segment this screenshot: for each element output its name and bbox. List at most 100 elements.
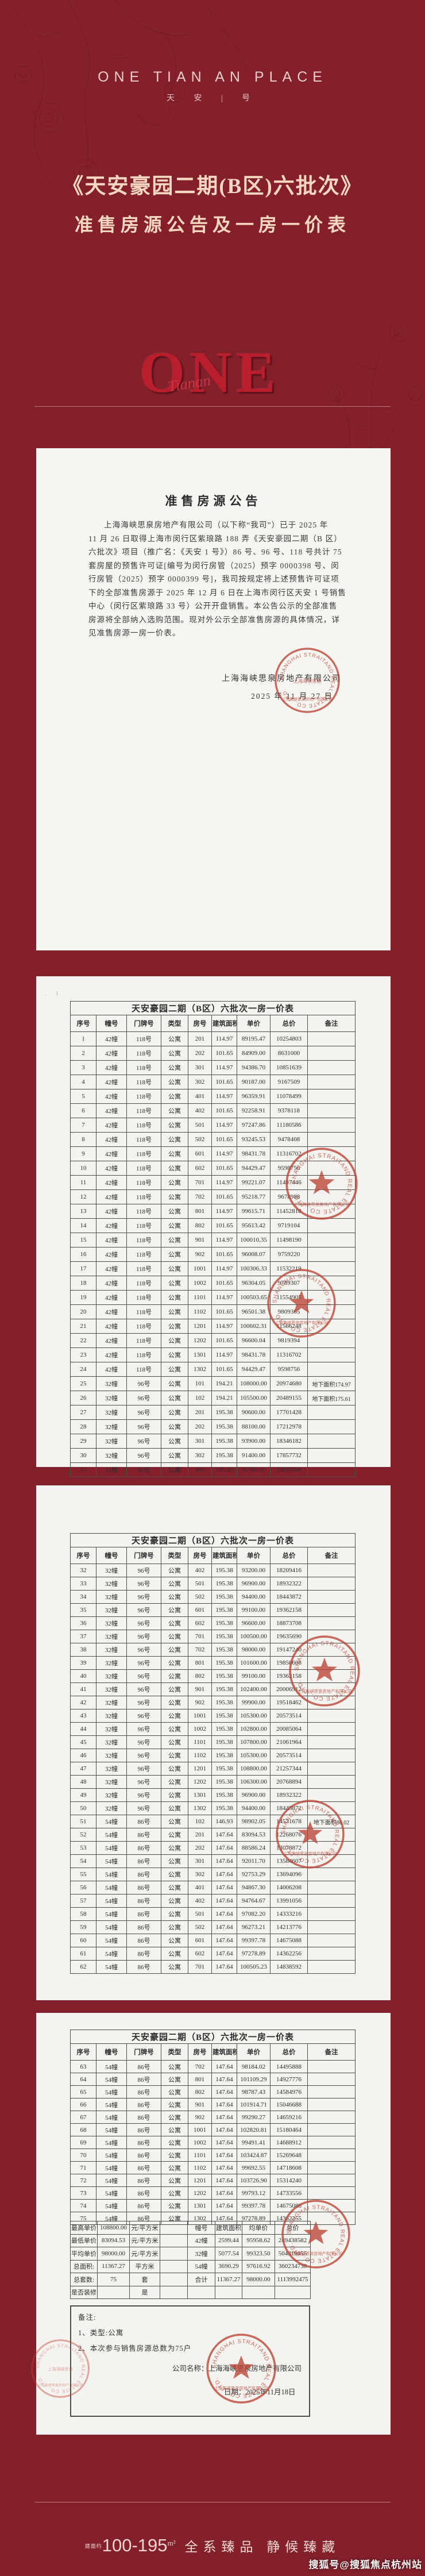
summary-row: 最低单价 83094.53 元/平方米 42幢 2599.44 95958.62 24943… xyxy=(70,2234,311,2247)
price-table-row: 69 54幢 86号 公寓 1002 147.64 99491.41 14688912 xyxy=(70,2136,356,2149)
price-table-row: 61 54幢 86号 公寓 602 147.64 97278.89 14362256 xyxy=(70,1947,356,1961)
remark-date-line: 日期：2025年11月18日 xyxy=(224,2388,296,2396)
company-seal: SHANGHAI STRAITAND REAL ESTATE CO., LTD.… xyxy=(289,1635,360,1707)
announcement-line: 上海海峡思泉房地产有限公司（以下称“我司”）已于 2025 年 xyxy=(104,521,329,529)
summary-row: 平均单价 98000.00 元/平方米 32幢 5077.54 99323.50 50431… xyxy=(70,2247,311,2261)
price-table-row: 21 42幢 118号 公寓 1201 114.97 100602.31 11566248 xyxy=(70,1319,356,1334)
poster-title-line1: 《天安豪园二期(B区)六批次》 xyxy=(62,175,363,198)
footer-area-prefix: 建面约 xyxy=(84,2543,102,2549)
price-table-row: 71 54幢 86号 公寓 1102 147.64 99692.55 14718608 xyxy=(70,2161,356,2174)
announcement-line: 见准售房源一房一价表。 xyxy=(88,629,181,637)
price-table-row: 67 54幢 86号 公寓 902 147.64 99290.27 14659216 xyxy=(70,2111,356,2124)
price-table-row: 31 32幢 96号 公寓 401 195.38 95700.00 18697866 xyxy=(70,1462,356,1477)
price-table-row: 40 32幢 96号 公寓 802 195.38 99100.00 19362158 xyxy=(70,1669,356,1683)
summary-row: 总套数: 75 套合计 11367.27 98000.00 1113992475 xyxy=(70,2273,311,2286)
announcement-line: 中心（闵行区紫琅路 33 号）公开开盘销售。本公告公示的全部准售 xyxy=(88,602,338,610)
price-table-row: 26 32幢 96号 公寓 102 194.21 105500.00 20489155 地下面积… xyxy=(70,1391,356,1406)
floral-sketch-right xyxy=(327,322,423,460)
footer-slogan-text: 全系臻品 静候臻藏 xyxy=(184,2540,341,2554)
price-table-page-3-image[interactable]: 天安豪园二期（B区）六批次一房一价表 序号 幢号 门牌号 类型 房号 建筑面积 单价 总价 备注 6… xyxy=(36,2013,391,2435)
price-table-row: 32 32幢 96号 公寓 402 195.38 93200.00 18209416 xyxy=(70,1564,356,1577)
price-table-row: 6 42幢 118号 公寓 402 101.65 92258.91 9378118 xyxy=(70,1103,356,1118)
announcement-line: 套房屋的预售许可证[编号为闵行房管（2025）预字 0000398 号、闵 xyxy=(88,561,339,570)
price-summary-table: 最高单价 108800.00 元/平方米 幢号 建筑面积 均单价 总价 最低单价 83094.5… xyxy=(70,2221,311,2299)
price-table-row: 59 54幢 86号 公寓 502 147.64 96273.21 14213776 xyxy=(70,1920,356,1934)
price-table-row: 56 54幢 86号 公寓 401 147.64 94867.30 14006208 xyxy=(70,1881,356,1895)
price-table-row: 44 32幢 96号 公寓 1002 195.38 102800.00 20085064 xyxy=(70,1722,356,1736)
price-table-row: 27 32幢 96号 公寓 201 195.38 90600.00 17701428 xyxy=(70,1405,356,1420)
price-table-row: 19 42幢 118号 公寓 1101 114.97 100503.65 11554905 xyxy=(70,1290,356,1305)
price-table-title: 天安豪园二期（B区）六批次一房一价表 xyxy=(69,1533,356,1547)
price-table-page-1-image[interactable]: . 1 天安豪园二期（B区）六批次一房一价表 序号 幢号 门牌号 类型 房号 建筑面积 单价总… xyxy=(36,976,391,1477)
company-seal: SHANGHAI STRAITAND REAL ESTATE CO., LTD.… xyxy=(285,1148,358,1220)
price-table-row: 30 32幢 96号 公寓 302 195.38 91400.00 17857732 xyxy=(70,1448,356,1463)
remark-line: 备注: xyxy=(78,2313,96,2321)
company-seal: SHANGHAI STRAITAND REAL ESTATE CO., LTD.… xyxy=(206,2334,276,2404)
price-table-header: 序号 幢号 门牌号 类型 房号 建筑面积 单价 总价 备注 xyxy=(70,1547,356,1564)
announcement-line: 行房管（2025）预字 0000399 号]，我司按规定将上述预售许可证项 xyxy=(88,575,339,583)
svg-text:上海海峡思泉房地产有限公司: 上海海峡思泉房地产有限公司 xyxy=(297,1689,351,1694)
company-seal: SHANGHAI STRAITAND REAL ESTATE CO., LTD.… xyxy=(267,1269,336,1338)
poster-title-line2: 准售房源公告及一房一价表 xyxy=(74,214,350,235)
brand-logo-english: ONE TIAN AN PLACE xyxy=(98,69,327,85)
hero-divider-line xyxy=(34,406,391,407)
svg-text:上海海峡思泉房地产有限公司: 上海海峡思泉房地产有限公司 xyxy=(38,2383,83,2388)
announcement-body: 上海海峡思泉房地产有限公司（以下称“我司”）已于 2025 年 11 月 26 日… xyxy=(88,518,350,640)
announcement-line: 11 月 26 日取得上海市闵行区紫琅路 188 弄《天安豪园二期（B 区） xyxy=(88,534,342,543)
svg-text:上海海峡思泉房地产有限公司: 上海海峡思泉房地产有限公司 xyxy=(289,2251,342,2257)
svg-text:上海海峡思泉房地产有限公司: 上海海峡思泉房地产有限公司 xyxy=(284,1851,337,1857)
price-table-row: 11 42幢 118号 公寓 701 114.97 99221.07 11407446 xyxy=(70,1175,356,1190)
price-table-row: 5 42幢 118号 公寓 401 114.97 96359.91 11078499 xyxy=(70,1089,356,1104)
company-seal: SHANGHAI STRAITAND REAL ESTATE CO., LTD.… xyxy=(276,1800,345,1869)
footer-slogan: 建面约100-195m² 全系臻品 静候臻藏 xyxy=(0,2535,425,2556)
price-table-row: 51 54幢 86号 公寓 102 146.93 98902.05 14531678 地下面积8… xyxy=(70,1815,356,1828)
announcement-title: 准售房源公告 xyxy=(165,494,262,508)
price-table-row: 8 42幢 118号 公寓 502 101.65 93245.53 9478408 xyxy=(70,1132,356,1147)
announcement-signature: 上海海峡思泉房地产有限公司 xyxy=(222,675,341,683)
price-table-rows-63-75: 天安豪园二期（B区）六批次一房一价表 序号 幢号 门牌号 类型 房号 建筑面积 单价 总价 备注 6… xyxy=(69,2030,356,2225)
svg-text:上海海峡思泉: 上海海峡思泉 xyxy=(48,2366,74,2371)
announcement-date: 2025 年 11 月 27 日 xyxy=(251,692,333,700)
price-table-page-2-image[interactable]: 天安豪园二期（B区）六批次一房一价表 序号 幢号 门牌号 类型 房号 建筑面积 单价 总价 备注 3… xyxy=(36,1485,391,2000)
price-table-header: 序号 幢号 门牌号 类型 房号 建筑面积 单价 总价 备注 xyxy=(70,1015,356,1032)
svg-text:上海海峡思泉房地产有限公司: 上海海峡思泉房地产有限公司 xyxy=(275,1320,328,1326)
price-table-row: 63 54幢 86号 公寓 702 147.64 98184.02 14495888 xyxy=(70,2060,356,2073)
footer-area-range: 100-195 xyxy=(102,2535,168,2555)
price-table-row: 70 54幢 86号 公寓 1101 147.64 103424.87 15269648 xyxy=(70,2148,356,2162)
price-table-row: 15 42幢 118号 公寓 901 114.97 100010.35 11498190 xyxy=(70,1233,356,1247)
price-table-row: 46 32幢 96号 公寓 1102 195.38 105300.00 20573514 xyxy=(70,1749,356,1762)
summary-row: 最高单价 108800.00 元/平方米 幢号 建筑面积 均单价 总价 xyxy=(70,2221,311,2235)
remark-line: 2、本次参与销售房源总数为75户 xyxy=(78,2344,192,2352)
price-table-row: 24 42幢 118号 公寓 1302 101.65 94429.47 9598756 xyxy=(70,1362,356,1377)
price-table-row: 57 54幢 86号 公寓 402 147.64 94764.67 13991056 xyxy=(70,1894,356,1908)
price-table-row: 23 42幢 118号 公寓 1301 114.97 98431.78 11316702 xyxy=(70,1347,356,1362)
price-table-row: 34 32幢 96号 公寓 502 195.38 94400.00 18443872 xyxy=(70,1590,356,1604)
announcement-line: 房源将全部纳入选购范围。现对外公示全部准售房源的具体情况，详 xyxy=(88,615,340,624)
svg-text:上海海峡思泉: 上海海峡思泉 xyxy=(293,678,321,684)
price-table-header: 序号 幢号 门牌号 类型 房号 建筑面积 单价 总价 备注 xyxy=(70,2043,356,2061)
price-table-row: 22 42幢 118号 公寓 1202 101.65 96600.04 9819394 xyxy=(70,1333,356,1348)
price-table-row: 65 54幢 86号 公寓 802 147.64 98787.43 14584976 xyxy=(70,2085,356,2098)
price-table-row: 33 32幢 96号 公寓 501 195.38 96900.00 18932322 xyxy=(70,1577,356,1591)
price-table-row: 45 32幢 96号 公寓 1101 195.38 107800.00 21061964 xyxy=(70,1735,356,1749)
price-table-rows-1-31: 天安豪园二期（B区）六批次一房一价表 序号 幢号 门牌号 类型 房号 建筑面积 单价 总价 备注 1… xyxy=(69,1001,356,1477)
price-table-row: 68 54幢 86号 公寓 1001 147.64 102820.81 15180464 xyxy=(70,2123,356,2136)
price-table-title: 天安豪园二期（B区）六批次一房一价表 xyxy=(69,2030,356,2044)
price-table-row: 14 42幢 118号 公寓 802 101.65 95613.42 9719104 xyxy=(70,1218,356,1233)
svg-text:上海海峡思泉房地产有限公司: 上海海峡思泉房地产有限公司 xyxy=(294,1201,350,1207)
price-table-row: 48 32幢 96号 公寓 1202 195.38 106300.00 20768894 xyxy=(70,1775,356,1789)
price-table-row: 39 32幢 96号 公寓 801 195.38 101600.00 19850608 xyxy=(70,1656,356,1670)
summary-row: 是否装修: 是 xyxy=(70,2285,311,2299)
price-table-row: 41 32幢 96号 公寓 901 195.38 102400.00 20006912 xyxy=(70,1682,356,1696)
price-table-row: 35 32幢 96号 公寓 601 195.38 99100.00 19362158 xyxy=(70,1603,356,1617)
footer-area-unit: m² xyxy=(167,2539,176,2547)
summary-row: 总面积: 11367.27 平方米 54幢 3690.29 97616.92 3602347… xyxy=(70,2259,311,2273)
price-table-row: 66 54幢 86号 公寓 901 147.64 101914.71 15046688 xyxy=(70,2098,356,2111)
svg-text:上海海峡思泉房地产有限公司: 上海海峡思泉房地产有限公司 xyxy=(214,2386,268,2391)
company-seal: SHANGHAI STRAITAND REAL ESTATE CO., LTD.… xyxy=(281,2200,350,2269)
one-watermark: ONE xyxy=(139,340,280,405)
price-table-row: 29 32幢 96号 公寓 301 195.38 93900.00 18346182 xyxy=(70,1434,356,1449)
price-table-row: 53 54幢 86号 公寓 202 147.64 88586.24 13078872 xyxy=(70,1841,356,1855)
price-table-row: 47 32幢 96号 公寓 1201 195.38 108800.00 21257344 xyxy=(70,1762,356,1776)
price-table-row: 17 42幢 118号 公寓 1001 114.97 100306.33 11532219 xyxy=(70,1261,356,1276)
